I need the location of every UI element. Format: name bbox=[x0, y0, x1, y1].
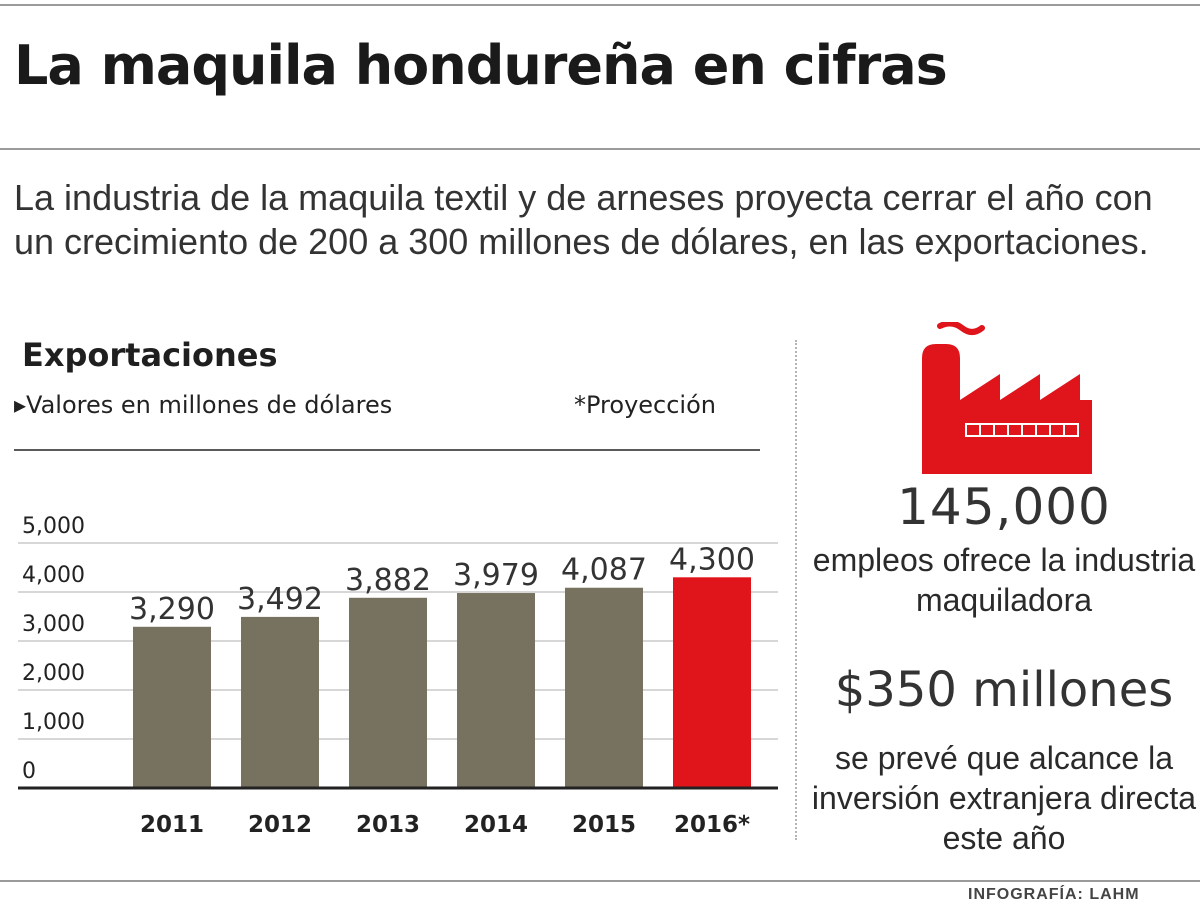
y-tick-label: 2,000 bbox=[22, 661, 85, 686]
headline-rule bbox=[0, 148, 1200, 150]
smoke-icon bbox=[937, 322, 985, 335]
bar bbox=[241, 616, 319, 788]
bottom-rule bbox=[0, 880, 1200, 882]
y-tick-label: 0 bbox=[22, 759, 36, 784]
projection-note: *Proyección bbox=[574, 391, 716, 419]
bar bbox=[673, 577, 751, 788]
value-label: 4,087 bbox=[561, 553, 647, 588]
y-tick-label: 5,000 bbox=[22, 514, 85, 539]
credit-line: INFOGRAFÍA: LAHM bbox=[968, 886, 1140, 903]
factory-building-shape bbox=[922, 344, 1092, 474]
value-label: 3,882 bbox=[345, 563, 431, 598]
exports-bar-chart: 0 1,000 2,000 3,000 4,000 5,000 3,290 3,492 3,8… bbox=[14, 449, 778, 838]
bar bbox=[349, 597, 427, 788]
x-axis-ticks: 2011 2012 2013 2014 2015 2016* bbox=[140, 812, 750, 838]
x-tick-label: 2014 bbox=[464, 812, 528, 838]
bar bbox=[565, 587, 643, 788]
bars bbox=[133, 577, 751, 788]
jobs-description: empleos ofrece la industria maquiladora bbox=[812, 542, 1196, 618]
x-tick-label: 2011 bbox=[140, 812, 204, 838]
value-labels: 3,290 3,492 3,882 3,979 4,087 4,300 bbox=[129, 542, 755, 626]
y-tick-label: 3,000 bbox=[22, 612, 85, 637]
top-rule bbox=[0, 4, 1200, 6]
bar bbox=[133, 626, 211, 788]
factory-icon bbox=[922, 322, 1092, 474]
x-tick-label: 2015 bbox=[572, 812, 636, 838]
factory-window-dividers bbox=[979, 424, 1065, 436]
x-tick-label: 2016* bbox=[674, 812, 750, 838]
y-axis-ticks: 0 1,000 2,000 3,000 4,000 5,000 bbox=[22, 514, 85, 784]
investment-value: $350 millones bbox=[834, 662, 1174, 718]
headline: La maquila hondureña en cifras bbox=[14, 34, 948, 97]
investment-description: se prevé que alcance la inversión extran… bbox=[811, 740, 1197, 856]
intro-text: La industria de la maquila textil y de a… bbox=[14, 177, 1153, 262]
value-label: 4,300 bbox=[669, 542, 755, 577]
y-tick-label: 1,000 bbox=[22, 710, 85, 735]
x-tick-label: 2012 bbox=[248, 812, 312, 838]
chart-subtitle: ▸Valores en millones de dólares bbox=[14, 391, 393, 419]
bar bbox=[457, 593, 535, 788]
chart-title: Exportaciones bbox=[22, 336, 278, 374]
value-label: 3,492 bbox=[237, 582, 323, 617]
y-tick-label: 4,000 bbox=[22, 563, 85, 588]
jobs-value: 145,000 bbox=[897, 478, 1111, 536]
value-label: 3,290 bbox=[129, 592, 215, 627]
value-label: 3,979 bbox=[453, 558, 539, 593]
section-divider bbox=[795, 340, 797, 840]
x-tick-label: 2013 bbox=[356, 812, 420, 838]
